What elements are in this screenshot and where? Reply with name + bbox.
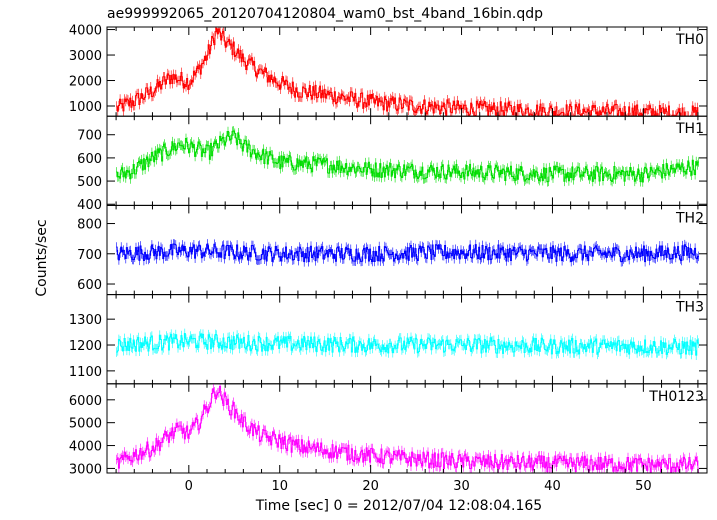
x-tick-label: 30 — [453, 479, 470, 494]
y-tick-label: 3000 — [69, 462, 102, 477]
series-th3-line — [116, 332, 699, 356]
y-tick-label: 400 — [77, 198, 102, 213]
panel-th1: 400 500 600 700 TH1 — [77, 115, 708, 213]
y-tick-label: 600 — [77, 152, 102, 167]
y-tick-label: 600 — [77, 278, 102, 293]
panel-label-th3: TH3 — [675, 300, 704, 316]
y-axis-label: Counts/sec — [34, 219, 50, 296]
chart-title: ae999992065_20120704120804_wam0_bst_4ban… — [107, 6, 543, 22]
series-th2-line — [116, 243, 699, 263]
y-tick-label: 1100 — [69, 365, 102, 380]
y-tick-label: 2000 — [69, 75, 102, 90]
series-th0-line — [116, 27, 699, 117]
x-tick-label: 0 — [185, 479, 193, 494]
y-tick-label: 4000 — [69, 440, 102, 455]
series-th1-line — [116, 130, 699, 183]
panel-label-th0123: TH0123 — [648, 389, 704, 405]
x-tick-label: 40 — [544, 479, 561, 494]
y-tick-label: 6000 — [69, 394, 102, 409]
y-tick-label: 5000 — [69, 417, 102, 432]
panel-th2: 600 700 800 TH2 — [77, 204, 708, 296]
panel-th0123: 3000 4000 5000 6000 TH0123 — [69, 383, 708, 477]
panel-th0: 1000 2000 3000 4000 TH0 — [69, 24, 708, 117]
x-axis-label: Time [sec] 0 = 2012/07/04 12:08:04.165 — [255, 498, 542, 514]
y-tick-label: 1200 — [69, 339, 102, 354]
y-tick-label: 4000 — [69, 24, 102, 39]
panel-th3: 1100 1200 1300 TH3 — [69, 294, 708, 385]
x-tick-label: 20 — [362, 479, 379, 494]
panel-label-th1: TH1 — [675, 121, 704, 137]
y-tick-label: 700 — [77, 248, 102, 263]
panel-label-th0: TH0 — [675, 32, 704, 48]
y-tick-label: 500 — [77, 175, 102, 190]
panel-frame — [106, 115, 708, 206]
x-tick-label: 50 — [635, 479, 652, 494]
series-th1-errorbars — [116, 126, 699, 187]
x-tick-label: 10 — [271, 479, 288, 494]
y-tick-label: 1000 — [69, 100, 102, 115]
y-tick-label: 3000 — [69, 49, 102, 64]
y-tick-label: 1300 — [69, 313, 102, 328]
y-tick-label: 800 — [77, 218, 102, 233]
series-th0123-line — [116, 385, 699, 473]
y-tick-label: 700 — [77, 129, 102, 144]
panel-label-th2: TH2 — [675, 210, 704, 226]
